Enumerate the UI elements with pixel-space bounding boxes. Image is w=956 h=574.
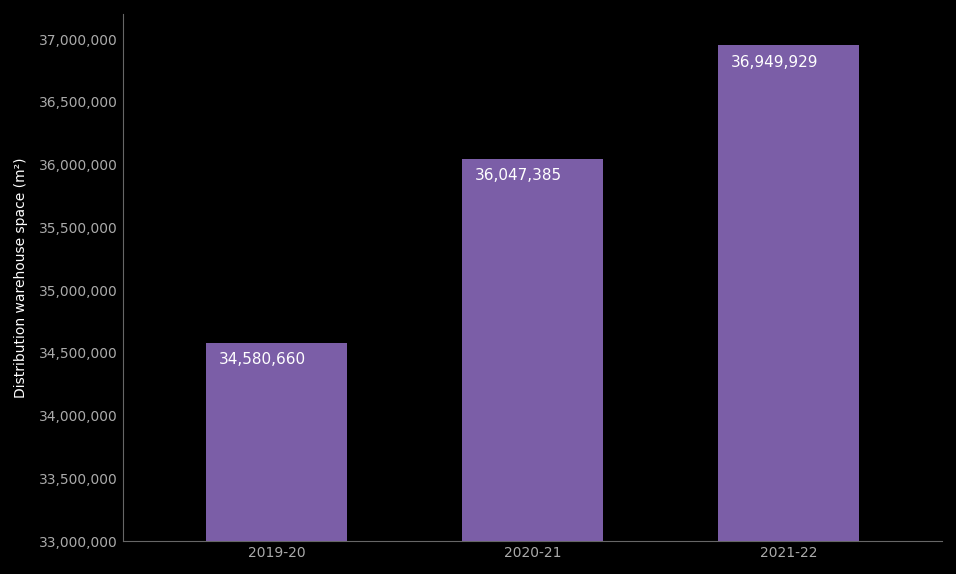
Bar	[462, 158, 603, 574]
Y-axis label: Distribution warehouse space (m²): Distribution warehouse space (m²)	[14, 157, 28, 398]
Text: 36,949,929: 36,949,929	[731, 55, 818, 70]
Bar	[718, 45, 858, 574]
Text: 34,580,660: 34,580,660	[219, 352, 306, 367]
Text: 36,047,385: 36,047,385	[475, 168, 562, 183]
Bar	[206, 343, 347, 574]
